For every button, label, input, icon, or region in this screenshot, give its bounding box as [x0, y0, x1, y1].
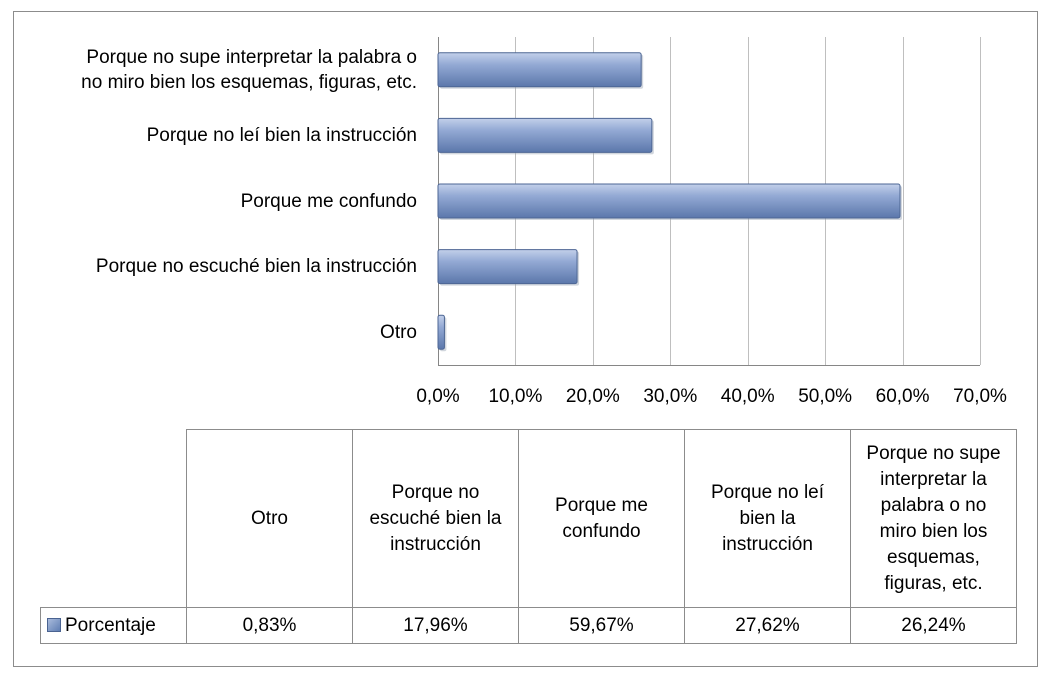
x-tick-label: 50,0%	[798, 386, 853, 407]
data-table: Otro Porque no escuché bien la instrucci…	[40, 429, 1017, 644]
legend-key-icon	[47, 617, 61, 632]
bars	[437, 52, 903, 352]
legend-entry: Porcentaje	[40, 607, 187, 644]
data-table-corner	[40, 429, 187, 608]
x-tick-label: 20,0%	[565, 386, 620, 407]
x-tick-label: 0,0%	[416, 386, 460, 407]
x-tick-label: 70,0%	[953, 386, 1007, 407]
data-table-header: Porque no supe interpretar la palabra o …	[850, 429, 1017, 608]
x-tick-label: 60,0%	[875, 386, 930, 407]
data-table-header: Otro	[186, 429, 353, 608]
category-label: Otro	[380, 321, 417, 343]
data-table-header: Porque no escuché bien la instrucción	[352, 429, 519, 608]
bar	[437, 249, 578, 285]
bar	[437, 52, 642, 88]
category-label: Porque no supe interpretar la palabra o …	[81, 46, 417, 93]
legend-label: Porcentaje	[65, 614, 156, 636]
category-label: Porque me confundo	[240, 190, 417, 212]
data-table-value: 27,62%	[684, 607, 851, 644]
data-table-value: 17,96%	[352, 607, 519, 644]
category-label: Porque no leí bien la instrucción	[146, 124, 417, 146]
bar	[437, 183, 901, 219]
bar	[437, 117, 653, 153]
bar-chart	[437, 37, 981, 366]
x-tick-label: 40,0%	[720, 386, 775, 407]
data-table-value-row: Porcentaje 0,83% 17,96% 59,67% 27,62% 26…	[40, 607, 1017, 644]
data-table-header-row: Otro Porque no escuché bien la instrucci…	[40, 429, 1017, 608]
data-table-value: 59,67%	[518, 607, 685, 644]
data-table-value: 0,83%	[186, 607, 353, 644]
data-table-value: 26,24%	[850, 607, 1017, 644]
x-tick-label: 30,0%	[643, 386, 698, 407]
data-table-header: Porque no leí bien la instrucción	[684, 429, 851, 608]
bar	[437, 314, 445, 350]
category-label: Porque no escuché bien la instrucción	[95, 256, 417, 278]
x-tick-label: 10,0%	[488, 386, 543, 407]
data-table-header: Porque me confundo	[518, 429, 685, 608]
